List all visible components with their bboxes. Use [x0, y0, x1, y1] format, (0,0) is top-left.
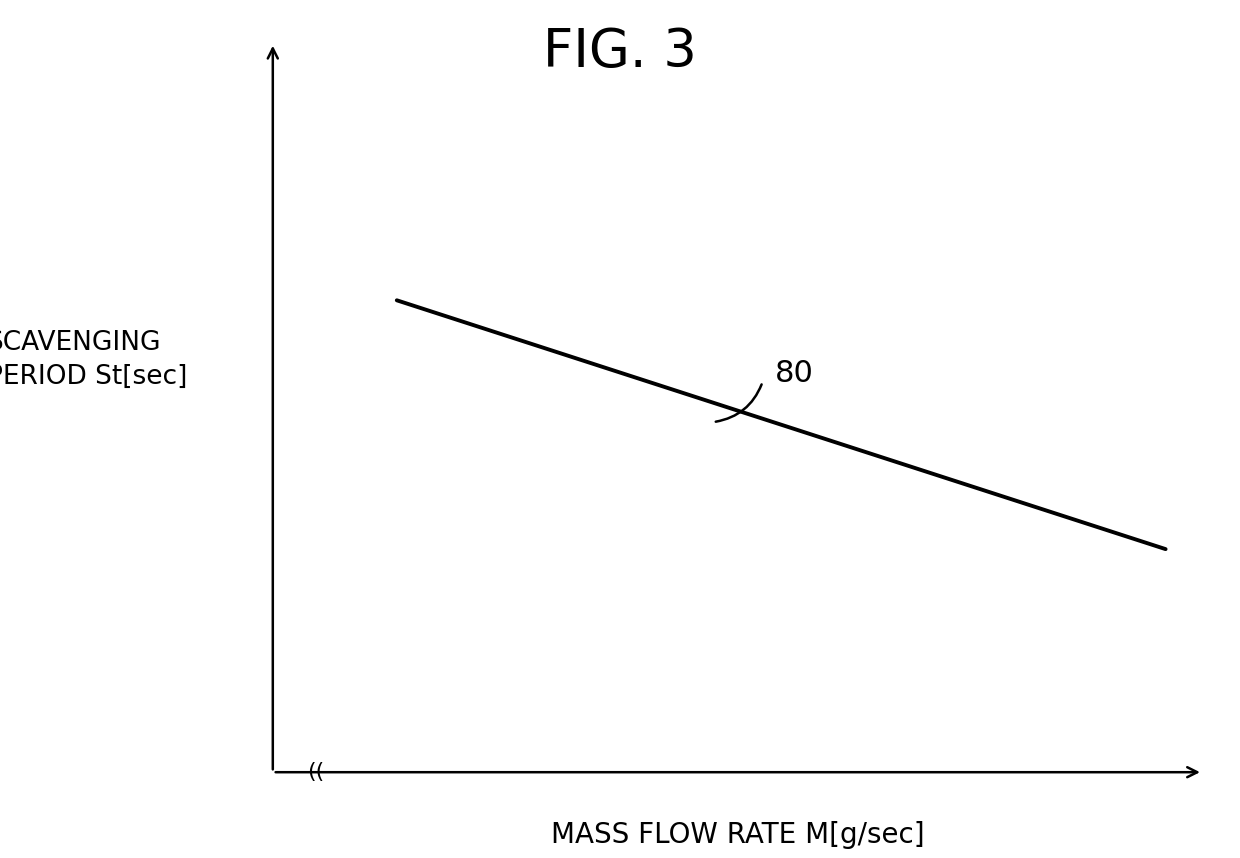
Text: MASS FLOW RATE M[g/sec]: MASS FLOW RATE M[g/sec]: [551, 821, 925, 849]
Text: SCAVENGING
PERIOD St[sec]: SCAVENGING PERIOD St[sec]: [0, 330, 187, 390]
Text: FIG. 3: FIG. 3: [543, 26, 697, 78]
Text: ((: ((: [308, 762, 325, 782]
Text: 80: 80: [775, 359, 813, 388]
